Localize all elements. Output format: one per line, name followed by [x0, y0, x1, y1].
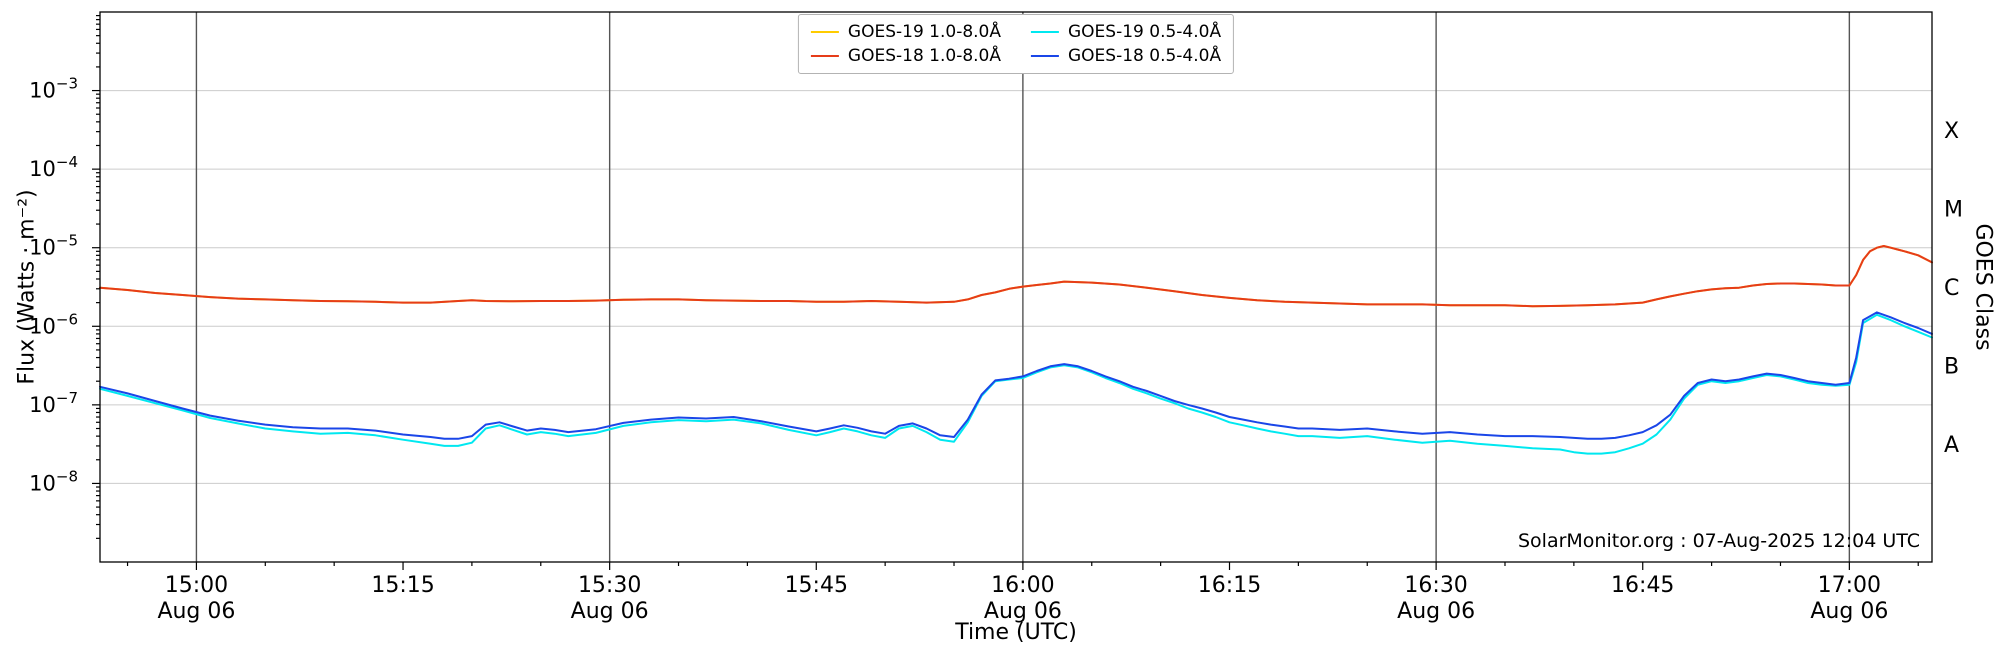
- svg-text:15:30: 15:30: [578, 573, 641, 598]
- svg-text:B: B: [1944, 355, 1959, 380]
- series-lines: [99, 245, 1933, 455]
- credit-text: SolarMonitor.org : 07-Aug-2025 12:04 UTC: [1517, 530, 1920, 552]
- y-axis-label: Flux (Watts · m⁻²): [14, 189, 40, 385]
- svg-text:Aug 06: Aug 06: [1810, 599, 1888, 624]
- svg-text:10−4: 10−4: [29, 153, 78, 181]
- y-axis-right-label: GOES Class: [1970, 223, 1996, 351]
- svg-text:Aug 06: Aug 06: [984, 599, 1062, 624]
- svg-text:10−8: 10−8: [29, 467, 78, 495]
- y-ticks: [92, 14, 100, 539]
- x-ticks: [126, 562, 1919, 570]
- svg-text:15:15: 15:15: [371, 573, 434, 598]
- h-gridlines: [100, 90, 1932, 484]
- svg-text:15:00: 15:00: [165, 573, 228, 598]
- svg-text:16:30: 16:30: [1404, 573, 1467, 598]
- svg-text:16:45: 16:45: [1611, 573, 1674, 598]
- legend-item-goes18-short: GOES-18 0.5-4.0Å: [1031, 46, 1221, 66]
- svg-text:Aug 06: Aug 06: [1397, 599, 1475, 624]
- legend-label: GOES-18 0.5-4.0Å: [1068, 46, 1222, 66]
- series-goes-19-1-0-8-0-: [99, 245, 1933, 308]
- legend: GOES-19 1.0-8.0Å GOES-18 1.0-8.0Å GOES-1…: [797, 14, 1235, 74]
- svg-text:16:15: 16:15: [1198, 573, 1261, 598]
- svg-text:16:00: 16:00: [991, 573, 1054, 598]
- goes-class-letters: X M C B A: [1944, 119, 1963, 458]
- legend-swatch-goes19-short: [1031, 31, 1059, 33]
- legend-swatch-goes18-long: [810, 55, 839, 57]
- series-goes-18-0-5-4-0-: [99, 311, 1933, 440]
- legend-item-goes19-short: GOES-19 0.5-4.0Å: [1031, 22, 1221, 42]
- legend-swatch-goes19-long: [810, 31, 839, 33]
- legend-label: GOES-19 0.5-4.0Å: [1068, 22, 1222, 42]
- svg-text:Aug 06: Aug 06: [571, 599, 649, 624]
- series-goes-18-1-0-8-0-: [99, 245, 1933, 308]
- legend-item-goes19-long: GOES-19 1.0-8.0Å: [810, 22, 1001, 42]
- svg-text:10−7: 10−7: [29, 389, 78, 417]
- legend-label: GOES-19 1.0-8.0Å: [847, 22, 1001, 42]
- svg-text:Aug 06: Aug 06: [157, 599, 235, 624]
- svg-text:15:45: 15:45: [785, 573, 848, 598]
- svg-text:C: C: [1944, 276, 1959, 301]
- series-goes-19-0-5-4-0-: [99, 313, 1933, 455]
- svg-text:M: M: [1944, 197, 1963, 222]
- x-axis-label: Time (UTC): [955, 620, 1077, 645]
- legend-label: GOES-18 1.0-8.0Å: [847, 46, 1001, 66]
- svg-text:10−3: 10−3: [29, 75, 78, 103]
- legend-swatch-goes18-short: [1031, 55, 1059, 57]
- svg-text:X: X: [1944, 119, 1959, 144]
- svg-text:A: A: [1944, 433, 1959, 458]
- svg-text:17:00: 17:00: [1818, 573, 1881, 598]
- plot-frame: [99, 11, 1933, 563]
- legend-item-goes18-long: GOES-18 1.0-8.0Å: [810, 46, 1001, 66]
